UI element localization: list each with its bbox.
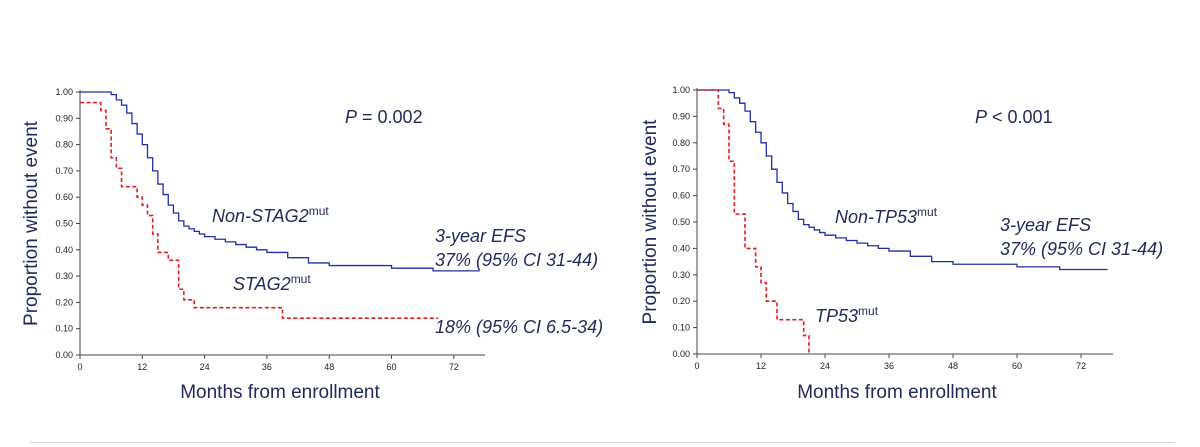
chart-panel-1: 0.00 0.10 0.20 0.30 0.40 0.50 0.60 0.70 0.80 0.90… [21,87,603,403]
p-value: P < 0.001 [975,107,1053,127]
p-value-number: < 0.001 [987,107,1053,127]
y-tick-label: 0.80 [672,138,690,148]
x-tick-label: 24 [820,361,830,371]
series-name: STAG2 [233,274,291,294]
series-label: Non-TP53mut [835,205,938,227]
km-curve-mutant [80,101,439,319]
y-tick-label: 0.00 [55,350,73,360]
x-tick-label: 0 [77,362,82,372]
efs-wildtype-value: 37% (95% CI 31-44) [1000,239,1163,259]
y-tick-label: 0.20 [55,297,73,307]
y-tick-label: 0.00 [672,349,690,359]
x-tick-label: 48 [324,362,334,372]
y-tick-label: 0.40 [55,245,73,255]
y-tick-label: 0.60 [55,192,73,202]
x-tick-label: 12 [137,362,147,372]
series-label: Non-STAG2mut [212,204,329,226]
y-tick-label: 0.60 [672,191,690,201]
x-tick-label: 72 [449,362,459,372]
chart-panel-2: 0.00 0.10 0.20 0.30 0.40 0.50 0.60 0.70 0.80 0.90… [640,85,1163,403]
km-curve-wildtype [697,89,1108,271]
efs-heading: 3-year EFS [1000,215,1091,235]
y-tick-label: 0.30 [672,270,690,280]
x-tick-label: 36 [884,361,894,371]
x-axis-label: Months from enrollment [180,382,380,403]
p-value-number: = 0.002 [357,107,423,127]
efs-mutant-value: 18% (95% CI 6.5-34) [435,317,603,337]
x-tick-label: 72 [1076,361,1086,371]
series-name: Non-TP53 [835,207,917,227]
y-tick-label: 1.00 [55,87,73,97]
series-superscript: mut [917,205,938,219]
y-tick-label: 0.90 [55,113,73,123]
series-name: TP53 [815,306,858,326]
p-symbol: P [345,107,357,127]
x-tick-label: 12 [756,361,766,371]
efs-wildtype-value: 37% (95% CI 31-44) [435,250,598,270]
series-superscript: mut [309,204,330,218]
y-axis-label: Proportion without event [21,120,42,326]
km-curve-mutant [697,89,810,354]
y-axis-label: Proportion without event [640,119,661,325]
efs-heading: 3-year EFS [435,226,526,246]
x-tick-label: 60 [387,362,397,372]
x-tick-label: 0 [694,361,699,371]
x-tick-label: 36 [262,362,272,372]
y-tick-label: 1.00 [672,85,690,95]
y-tick-label: 0.50 [672,217,690,227]
y-tick-label: 0.80 [55,140,73,150]
series-superscript: mut [858,304,879,318]
x-tick-label: 60 [1012,361,1022,371]
y-tick-label: 0.10 [672,323,690,333]
series-superscript: mut [291,272,312,286]
y-tick-label: 0.20 [672,296,690,306]
y-tick-label: 0.70 [55,166,73,176]
y-tick-label: 0.90 [672,111,690,121]
y-tick-label: 0.70 [672,164,690,174]
p-value: P = 0.002 [345,107,423,127]
series-label: TP53mut [815,304,879,326]
p-symbol: P [975,107,987,127]
y-tick-label: 0.50 [55,219,73,229]
y-tick-label: 0.40 [672,243,690,253]
x-tick-label: 24 [200,362,210,372]
km-curve-wildtype [80,91,480,272]
footer-divider [30,442,1175,443]
series-label: STAG2mut [233,272,311,294]
y-tick-label: 0.30 [55,271,73,281]
series-name: Non-STAG2 [212,206,309,226]
y-tick-label: 0.10 [55,324,73,334]
x-axis-label: Months from enrollment [797,382,997,403]
x-tick-label: 48 [948,361,958,371]
